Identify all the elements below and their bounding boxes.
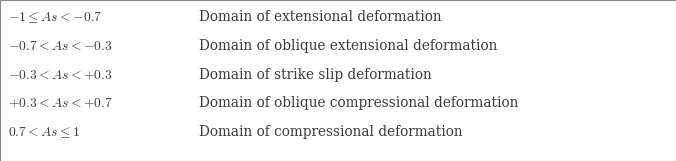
Text: $0.7 < As \leq 1$: $0.7 < As \leq 1$ bbox=[8, 125, 80, 140]
Text: Domain of extensional deformation: Domain of extensional deformation bbox=[199, 10, 442, 24]
Text: $-0.3 < As < +0.3$: $-0.3 < As < +0.3$ bbox=[8, 68, 113, 82]
Text: Domain of oblique extensional deformation: Domain of oblique extensional deformatio… bbox=[199, 39, 498, 53]
Text: $+0.3 < As < +0.7$: $+0.3 < As < +0.7$ bbox=[8, 96, 113, 110]
Text: Domain of strike slip deformation: Domain of strike slip deformation bbox=[199, 68, 432, 82]
Text: $-0.7 < As < -0.3$: $-0.7 < As < -0.3$ bbox=[8, 39, 113, 53]
Text: $-1 \leq As < -0.7$: $-1 \leq As < -0.7$ bbox=[8, 10, 103, 25]
Text: Domain of oblique compressional deformation: Domain of oblique compressional deformat… bbox=[199, 96, 518, 110]
Text: Domain of compressional deformation: Domain of compressional deformation bbox=[199, 125, 463, 139]
